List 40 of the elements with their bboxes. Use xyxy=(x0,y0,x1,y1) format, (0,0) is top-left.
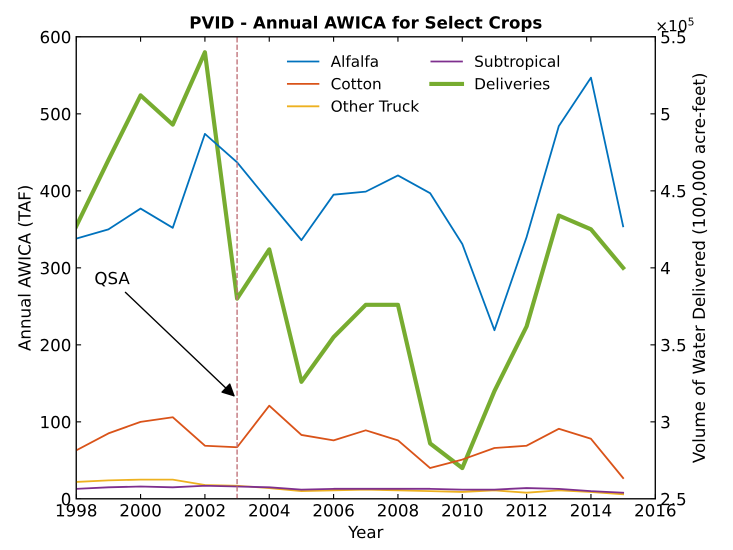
x-tick-label: 2000 xyxy=(120,504,161,517)
legend-label: Deliveries xyxy=(476,78,550,90)
legend-label: Other Truck xyxy=(332,100,420,112)
y2-tick-label: 2.5 xyxy=(661,492,686,506)
x-tick-label: 2012 xyxy=(506,504,546,517)
y2-tick-label: 4 xyxy=(660,262,670,274)
x-tick-label: 2010 xyxy=(442,504,482,517)
chart-title: PVID - Annual AWICA for Select Crops xyxy=(190,16,542,32)
legend-label: Subtropical xyxy=(475,55,560,70)
y2-tick-label: 4.5 xyxy=(660,185,686,198)
x-axis-title: Year xyxy=(348,526,384,538)
legend-label: Alfalfa xyxy=(330,55,378,68)
line-series xyxy=(76,478,624,496)
y2-tick-label: 3 xyxy=(661,416,670,428)
x-tick-label: 2006 xyxy=(314,504,354,517)
x-tick-label: 2008 xyxy=(378,504,418,517)
line-series xyxy=(76,76,624,332)
line-series xyxy=(76,50,626,470)
y2-tick-label: 5 xyxy=(661,108,670,120)
line-series xyxy=(76,404,624,479)
x-tick-label: 2002 xyxy=(184,504,224,517)
y-tick-label: 0 xyxy=(62,492,70,506)
x-tick-label: 2014 xyxy=(570,504,612,517)
y-tick-label: 300 xyxy=(40,262,70,274)
y-tick-label: 200 xyxy=(40,338,70,352)
legend-label: Cotton xyxy=(332,78,380,90)
y-tick-label: 600 xyxy=(40,30,70,44)
x-tick-label: 2004 xyxy=(249,504,290,517)
y-tick-label: 100 xyxy=(41,416,70,428)
y2-axis-title: Volume of Water Delivered (100,000 acre-feet) xyxy=(692,74,708,463)
y2-tick-label: 3.5 xyxy=(661,338,686,352)
annotation: QSA xyxy=(95,272,130,286)
x-tick-label: 1998 xyxy=(56,504,96,517)
y2-tick-label: 5.5 xyxy=(661,31,686,44)
y-tick-label: 500 xyxy=(40,108,70,120)
y-axis-title: Annual AWICA (TAF) xyxy=(18,186,33,351)
line-series xyxy=(76,484,624,494)
text: ×10$^{5}$ xyxy=(657,18,694,32)
x-tick-label: 2016 xyxy=(635,504,676,517)
y-tick-label: 400 xyxy=(40,184,70,198)
